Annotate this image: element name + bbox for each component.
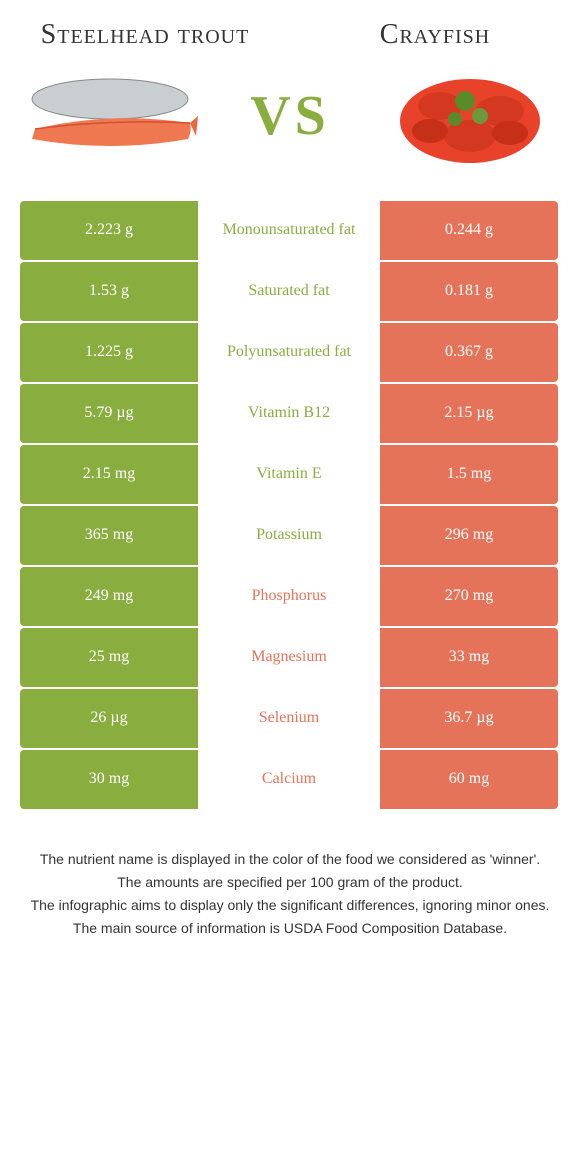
table-row: 30 mgCalcium60 mg <box>20 750 560 809</box>
left-value: 30 mg <box>20 750 198 809</box>
right-value: 2.15 µg <box>380 384 558 443</box>
right-value: 0.367 g <box>380 323 558 382</box>
left-value: 2.223 g <box>20 201 198 260</box>
nutrient-label: Vitamin B12 <box>198 384 380 443</box>
right-value: 270 mg <box>380 567 558 626</box>
footer-line: The main source of information is USDA F… <box>20 918 560 939</box>
nutrient-label: Monounsaturated fat <box>198 201 380 260</box>
table-row: 249 mgPhosphorus270 mg <box>20 567 560 626</box>
left-value: 1.53 g <box>20 262 198 321</box>
right-value: 1.5 mg <box>380 445 558 504</box>
right-value: 33 mg <box>380 628 558 687</box>
right-food-title: Crayfish <box>320 20 550 51</box>
nutrient-table: 2.223 gMonounsaturated fat0.244 g1.53 gS… <box>20 201 560 809</box>
nutrient-label: Potassium <box>198 506 380 565</box>
left-value: 25 mg <box>20 628 198 687</box>
left-value: 26 µg <box>20 689 198 748</box>
nutrient-label: Calcium <box>198 750 380 809</box>
table-row: 25 mgMagnesium33 mg <box>20 628 560 687</box>
table-row: 5.79 µgVitamin B122.15 µg <box>20 384 560 443</box>
table-row: 2.15 mgVitamin E1.5 mg <box>20 445 560 504</box>
nutrient-label: Polyunsaturated fat <box>198 323 380 382</box>
header: Steelhead trout Crayfish <box>0 0 580 61</box>
left-value: 5.79 µg <box>20 384 198 443</box>
footer-notes: The nutrient name is displayed in the co… <box>0 849 580 939</box>
footer-line: The amounts are specified per 100 gram o… <box>20 872 560 893</box>
left-value: 2.15 mg <box>20 445 198 504</box>
table-row: 1.53 gSaturated fat0.181 g <box>20 262 560 321</box>
left-food-title: Steelhead trout <box>30 20 260 51</box>
nutrient-label: Saturated fat <box>198 262 380 321</box>
table-row: 26 µgSelenium36.7 µg <box>20 689 560 748</box>
trout-image <box>20 61 200 171</box>
right-value: 36.7 µg <box>380 689 558 748</box>
nutrient-label: Selenium <box>198 689 380 748</box>
left-value: 249 mg <box>20 567 198 626</box>
nutrient-label: Vitamin E <box>198 445 380 504</box>
right-value: 0.181 g <box>380 262 558 321</box>
nutrient-label: Phosphorus <box>198 567 380 626</box>
images-row: VS <box>0 61 580 191</box>
vs-label: VS <box>250 84 330 148</box>
left-value: 1.225 g <box>20 323 198 382</box>
right-value: 0.244 g <box>380 201 558 260</box>
footer-line: The infographic aims to display only the… <box>20 895 560 916</box>
crayfish-image <box>380 61 560 171</box>
nutrient-label: Magnesium <box>198 628 380 687</box>
right-value: 296 mg <box>380 506 558 565</box>
right-value: 60 mg <box>380 750 558 809</box>
table-row: 365 mgPotassium296 mg <box>20 506 560 565</box>
table-row: 1.225 gPolyunsaturated fat0.367 g <box>20 323 560 382</box>
left-value: 365 mg <box>20 506 198 565</box>
table-row: 2.223 gMonounsaturated fat0.244 g <box>20 201 560 260</box>
footer-line: The nutrient name is displayed in the co… <box>20 849 560 870</box>
